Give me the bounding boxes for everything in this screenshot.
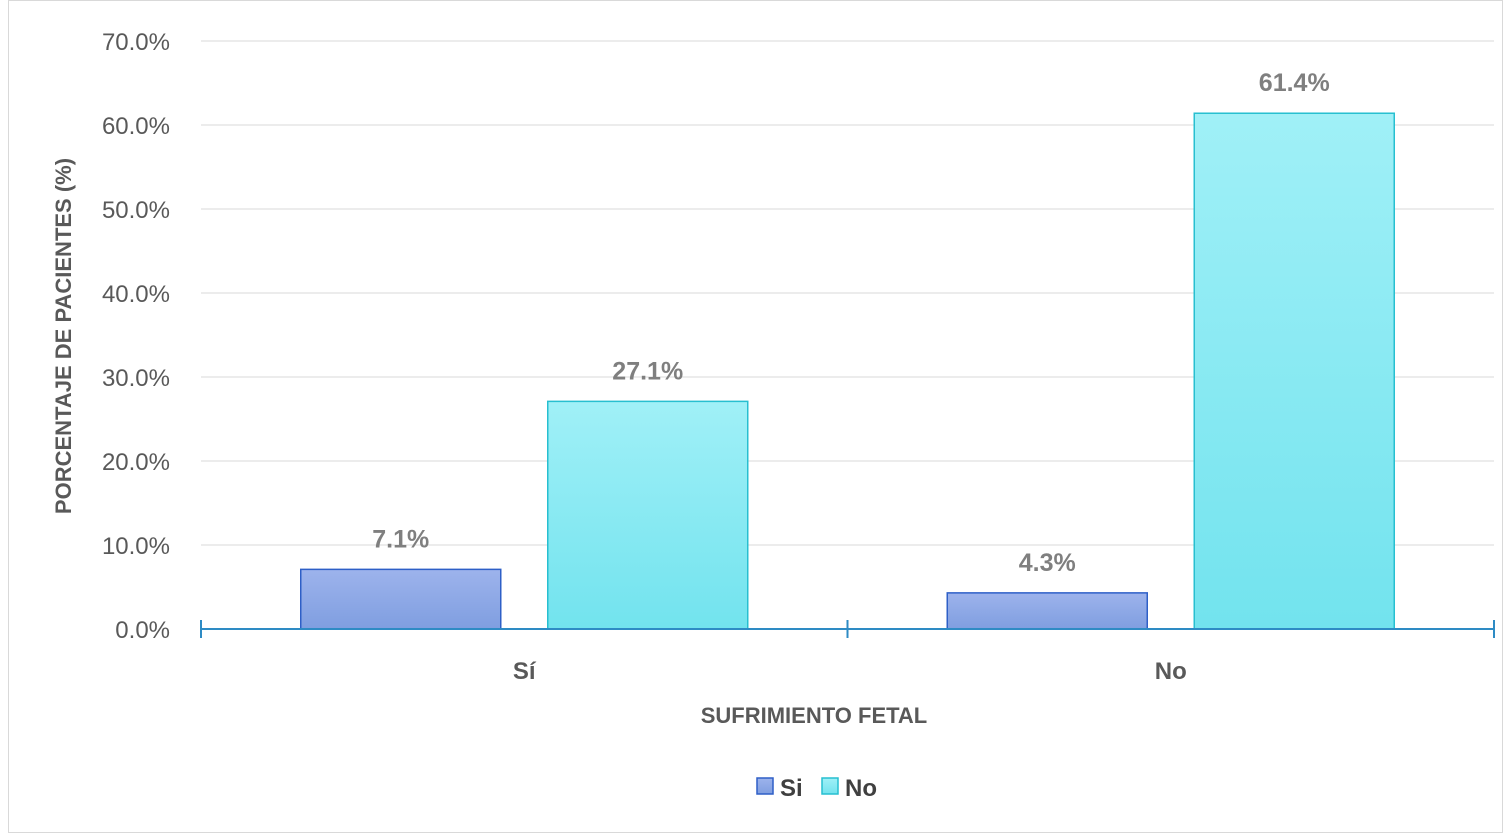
data-label: 27.1% [612, 357, 683, 385]
data-labels: 7.1% 27.1% 4.3% 61.4% [372, 69, 1329, 577]
bar-no-0 [547, 400, 749, 630]
bar-no-1 [1193, 112, 1395, 630]
y-tick-label: 10.0% [102, 533, 170, 560]
y-axis-title: PORCENTAJE DE PACIENTES (%) [51, 158, 76, 514]
y-tick-label: 50.0% [102, 197, 170, 224]
y-tick-label: 0.0% [115, 617, 170, 644]
y-tick-label: 60.0% [102, 113, 170, 140]
x-axis-category-labels: Sí No [513, 658, 1187, 685]
x-category-label: No [1155, 658, 1187, 685]
data-label: 4.3% [1019, 549, 1076, 577]
legend-label: No [845, 775, 877, 802]
data-label: 7.1% [372, 525, 429, 553]
bars [300, 112, 1395, 630]
legend-swatch-no [821, 777, 839, 795]
y-tick-label: 70.0% [102, 29, 170, 56]
y-axis-tick-labels: 0.0% 10.0% 20.0% 30.0% 40.0% 50.0% 60.0% 70.0% [102, 29, 170, 644]
y-tick-label: 40.0% [102, 281, 170, 308]
y-tick-label: 30.0% [102, 365, 170, 392]
x-axis [200, 620, 1495, 638]
x-axis-title: SUFRIMIENTO FETAL [701, 703, 928, 728]
y-tick-label: 20.0% [102, 449, 170, 476]
data-label: 61.4% [1259, 69, 1330, 97]
legend-swatch-si [756, 777, 774, 795]
legend: Si No [756, 775, 877, 802]
bar-si-1 [946, 592, 1148, 630]
bar-si-0 [300, 568, 502, 630]
x-category-label: Sí [513, 658, 537, 685]
legend-label: Si [780, 775, 803, 802]
